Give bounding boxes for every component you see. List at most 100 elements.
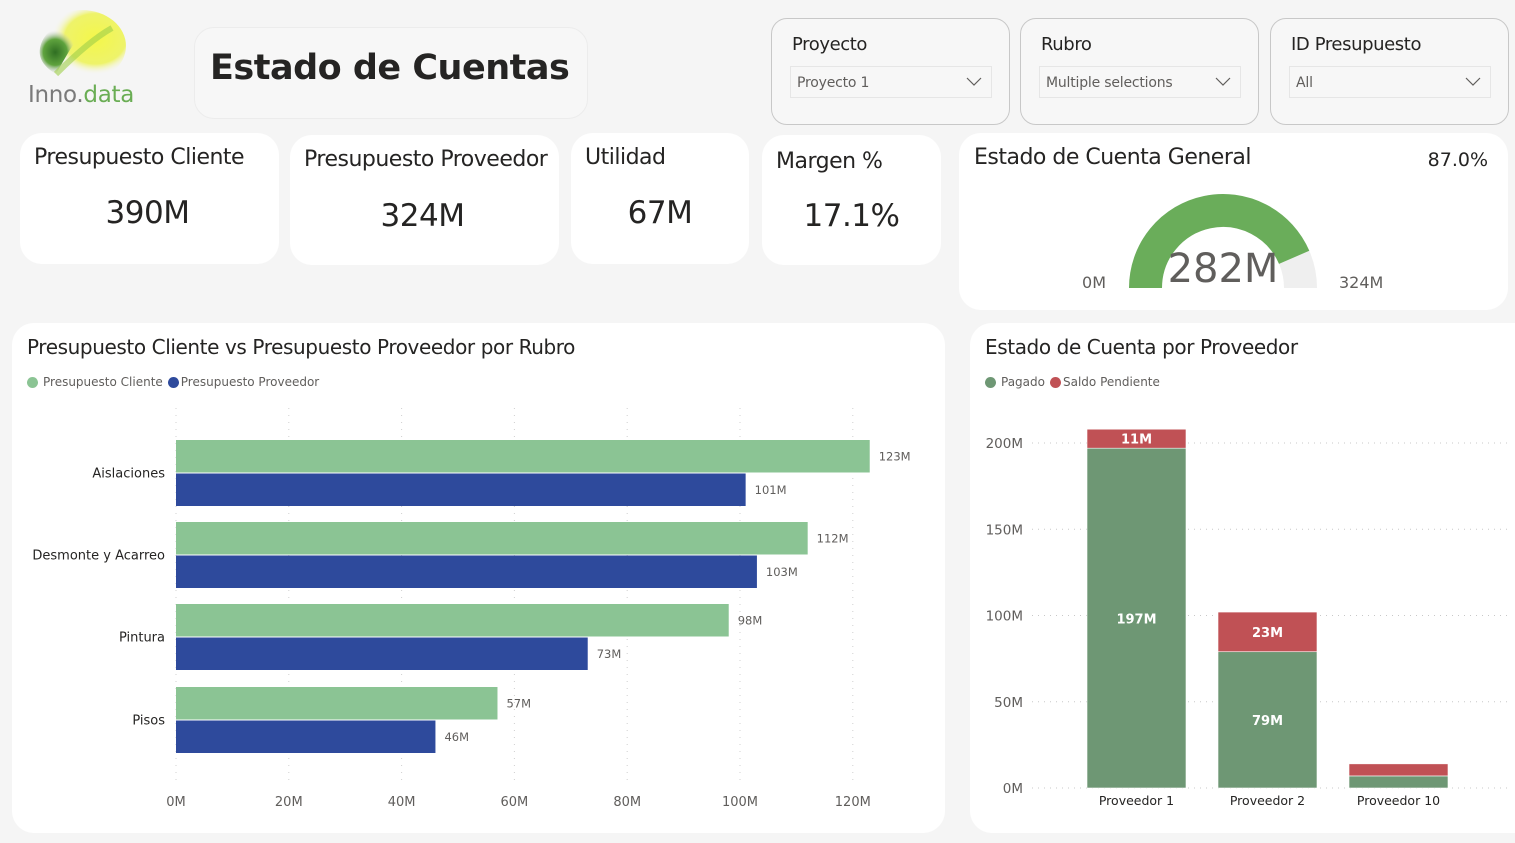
kpi-label: Utilidad xyxy=(585,145,666,170)
category-label: Proveedor 2 xyxy=(1230,793,1305,808)
data-label: 103M xyxy=(766,565,798,579)
y-tick-label: 100M xyxy=(986,609,1023,625)
category-label: Proveedor 10 xyxy=(1357,793,1440,808)
legend-dot-icon xyxy=(985,376,996,388)
legend-item-presupuesto-cliente[interactable]: Presupuesto Cliente xyxy=(27,375,163,389)
gauge-fill[interactable] xyxy=(1129,194,1310,289)
data-label: 11M xyxy=(1121,433,1152,448)
bar-saldo-pendiente[interactable] xyxy=(1217,611,1318,653)
slicer-label: Proyecto xyxy=(792,34,868,55)
legend-dot-icon xyxy=(27,376,38,388)
gauge-percent: 87.0% xyxy=(1427,149,1488,171)
page-title-box: Estado de Cuentas xyxy=(194,27,588,119)
kpi-margen: Margen % 17.1% xyxy=(762,135,941,265)
logo: Inno.data xyxy=(26,6,141,114)
x-tick-label: 0M xyxy=(166,795,186,810)
data-label: 57M xyxy=(506,696,531,710)
chart-legend: Pagado Saldo Pendiente xyxy=(985,375,1165,389)
chart-legend: Presupuesto Cliente Presupuesto Proveedo… xyxy=(27,375,324,389)
logo-text: Inno.data xyxy=(28,82,135,108)
slicer-proyecto: Proyecto Proyecto 1 xyxy=(771,18,1010,125)
gauge-title: Estado de Cuenta General xyxy=(974,145,1251,170)
bar-presupuesto-proveedor[interactable] xyxy=(176,473,746,507)
legend-label: Pagado xyxy=(1001,375,1045,389)
gauge-card: Estado de Cuenta General 87.0% 282M 0M 3… xyxy=(959,133,1508,310)
gauge-min-label: 0M xyxy=(1082,273,1106,292)
kpi-presupuesto-cliente: Presupuesto Cliente 390M xyxy=(20,133,279,264)
slicer-rubro: Rubro Multiple selections xyxy=(1020,18,1259,125)
chart-title: Estado de Cuenta por Proveedor xyxy=(985,335,1298,359)
data-label: 73M xyxy=(597,647,622,661)
kpi-label: Margen % xyxy=(776,149,883,174)
bar-presupuesto-cliente[interactable] xyxy=(176,687,498,720)
legend-label: Presupuesto Cliente xyxy=(43,375,163,389)
bar-pagado[interactable] xyxy=(1217,651,1318,789)
chevron-down-icon xyxy=(1465,77,1481,86)
dropdown-value: Proyecto 1 xyxy=(797,75,870,91)
bar-saldo-pendiente[interactable] xyxy=(1348,763,1449,777)
x-tick-label: 60M xyxy=(501,795,529,810)
chart-estado-por-proveedor: Estado de Cuenta por Proveedor Pagado Sa… xyxy=(970,323,1515,833)
y-tick-label: 50M xyxy=(994,695,1023,711)
rubro-dropdown[interactable]: Multiple selections xyxy=(1039,66,1241,98)
x-tick-label: 20M xyxy=(275,795,303,810)
dropdown-value: All xyxy=(1296,75,1313,91)
category-label: Pintura xyxy=(119,631,165,646)
bar-pagado[interactable] xyxy=(1086,447,1187,789)
x-tick-label: 120M xyxy=(835,795,871,810)
bar-presupuesto-proveedor[interactable] xyxy=(176,720,436,754)
vbar-chart-svg: 0M 50M 100M 150M 200M 197M 11M Proveedor 1 79M 23… xyxy=(986,428,1510,808)
kpi-value: 390M xyxy=(105,195,190,231)
logo-mark-icon xyxy=(38,10,126,82)
bar-presupuesto-proveedor[interactable] xyxy=(176,555,757,589)
data-label: 98M xyxy=(738,613,763,627)
gauge-value: 282M xyxy=(1168,246,1279,292)
bar-saldo-pendiente[interactable] xyxy=(1086,428,1187,449)
proyecto-dropdown[interactable]: Proyecto 1 xyxy=(790,66,992,98)
chart-presupuesto-por-rubro: Presupuesto Cliente vs Presupuesto Prove… xyxy=(12,323,945,833)
legend-item-pagado[interactable]: Pagado xyxy=(985,375,1045,389)
data-label: 123M xyxy=(879,449,911,463)
category-label: Proveedor 1 xyxy=(1099,793,1174,808)
hbar-chart-svg: 0M 20M 40M 60M 80M 100M 120M Aislaciones 123M 101… xyxy=(32,408,911,810)
x-tick-label: 40M xyxy=(388,795,416,810)
kpi-label: Presupuesto Cliente xyxy=(34,145,245,170)
data-label: 79M xyxy=(1252,714,1283,729)
kpi-value: 17.1% xyxy=(803,198,900,234)
y-tick-label: 0M xyxy=(1003,781,1023,797)
data-label: 101M xyxy=(755,483,787,497)
page-title: Estado de Cuentas xyxy=(210,48,570,88)
x-tick-label: 100M xyxy=(722,795,758,810)
id-presupuesto-dropdown[interactable]: All xyxy=(1289,66,1491,98)
gauge-max-label: 324M xyxy=(1339,273,1383,292)
slicer-label: ID Presupuesto xyxy=(1291,34,1422,55)
y-tick-label: 150M xyxy=(986,522,1023,538)
data-label: 112M xyxy=(817,531,849,545)
kpi-value: 324M xyxy=(380,198,465,234)
chevron-down-icon xyxy=(1215,77,1231,86)
legend-label: Presupuesto Proveedor xyxy=(180,375,320,389)
kpi-presupuesto-proveedor: Presupuesto Proveedor 324M xyxy=(290,135,559,265)
bar-pagado[interactable] xyxy=(1348,775,1449,789)
gauge-chart: 282M 0M 324M xyxy=(1082,194,1383,292)
legend-item-presupuesto-proveedor[interactable]: Presupuesto Proveedor xyxy=(167,375,320,389)
data-label: 46M xyxy=(444,730,469,744)
dropdown-value: Multiple selections xyxy=(1046,75,1173,91)
bar-presupuesto-proveedor[interactable] xyxy=(176,637,588,671)
legend-label: Saldo Pendiente xyxy=(1062,375,1160,389)
slicer-label: Rubro xyxy=(1041,34,1092,55)
bar-presupuesto-cliente[interactable] xyxy=(176,440,870,473)
data-label: 23M xyxy=(1252,626,1283,641)
chart-title: Presupuesto Cliente vs Presupuesto Prove… xyxy=(27,335,576,359)
bar-presupuesto-cliente[interactable] xyxy=(176,604,729,637)
kpi-value: 67M xyxy=(627,195,693,231)
bar-presupuesto-cliente[interactable] xyxy=(176,522,808,555)
category-label: Pisos xyxy=(132,714,165,729)
legend-item-saldo-pendiente[interactable]: Saldo Pendiente xyxy=(1049,375,1160,389)
x-tick-label: 80M xyxy=(613,795,641,810)
kpi-utilidad: Utilidad 67M xyxy=(571,133,749,264)
legend-dot-icon xyxy=(1049,376,1061,388)
legend-dot-icon xyxy=(167,376,179,388)
category-label: Desmonte y Acarreo xyxy=(32,549,165,564)
data-label: 197M xyxy=(1116,613,1156,628)
